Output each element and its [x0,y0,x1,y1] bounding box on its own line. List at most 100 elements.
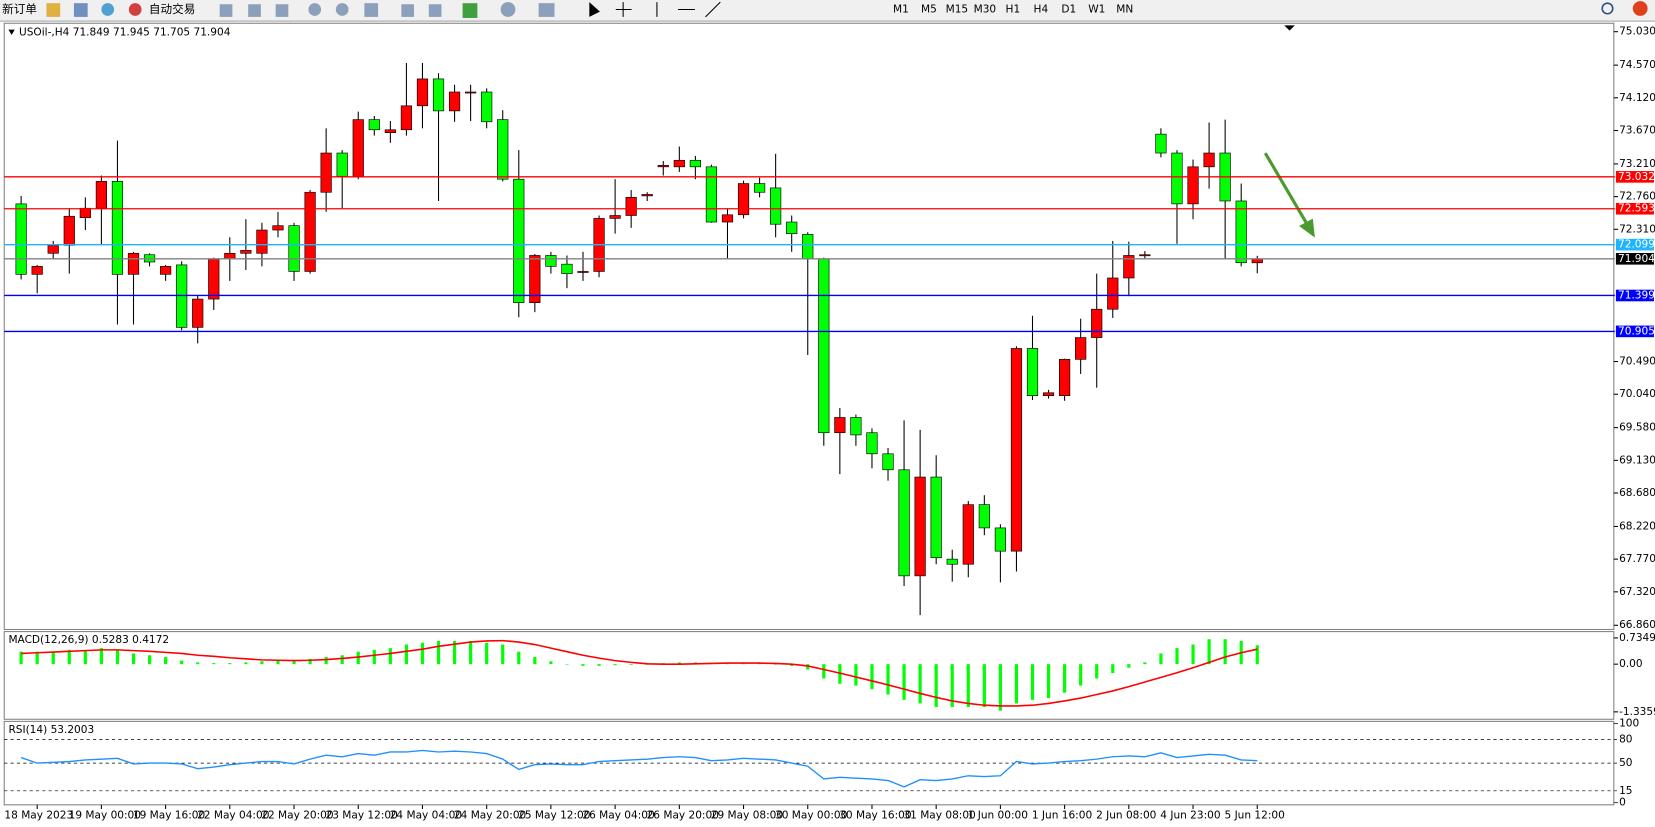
icon[interactable] [538,3,555,17]
zoom-out[interactable] [335,3,349,16]
timeframe-button[interactable]: M15 [946,4,969,16]
timeframe-bar: M1 M5 M15 M30 H1 H4 D1 W1 MN [893,4,1133,16]
candle-body [304,191,316,272]
candle-body [609,215,621,219]
x-tick-label: 25 May 12:00 [518,809,591,821]
auto-trading-button[interactable]: 自动交易 [149,2,195,16]
candle-body [1171,152,1183,205]
macd-bar [1191,644,1195,665]
panel-marker [8,29,15,35]
candle-body [352,119,364,177]
macd-bar [1143,662,1147,665]
y-tick-label: -1.3359 [1619,706,1655,718]
crosshair-tool[interactable] [615,2,632,17]
candle-body [529,255,541,304]
x-tick-label: 29 May 08:00 [711,809,784,821]
icon[interactable] [219,4,233,17]
x-tick-label: 26 May 04:00 [582,809,655,821]
candle-body [641,194,653,197]
level-label: 71.904 [1618,253,1655,265]
icon[interactable] [500,2,516,17]
level-label-box [1615,171,1654,183]
candle-body [705,166,718,223]
macd-bar [501,644,505,665]
timeframe-button[interactable]: M1 [893,4,909,16]
macd-bar [260,661,264,665]
candle-body [497,119,509,180]
candle-body [1042,392,1055,396]
timeframe-button[interactable]: MN [1116,4,1133,16]
candle-body [962,504,974,565]
macd-bar [998,664,1002,711]
candle-body [946,558,958,565]
timeframe-button[interactable]: W1 [1088,4,1105,16]
macd-bar [324,657,328,665]
candle-body [1091,308,1103,338]
icon[interactable] [101,3,115,16]
candle-body [1139,254,1151,257]
icon[interactable] [46,3,61,17]
icon[interactable] [248,4,261,17]
y-tick-label: 74.570 [1619,59,1655,71]
macd-bar [613,664,617,666]
macd-bar [822,664,826,679]
line-tools[interactable] [656,1,721,18]
x-tick-label: 30 May 16:00 [839,809,912,821]
zoom-in[interactable] [308,3,322,16]
macd-bar [1030,664,1035,700]
macd-bar [244,662,248,665]
timeframe-button[interactable]: H4 [1034,4,1049,16]
candle-body [866,432,878,455]
arrow-shaft [1263,152,1309,226]
macd-bar [966,664,970,708]
macd-bar [469,640,473,665]
timeframe-button[interactable]: H1 [1006,4,1021,16]
candle-body [384,129,396,134]
icon[interactable] [73,3,88,17]
candle-body [1075,337,1087,360]
timeframe-button[interactable]: D1 [1061,4,1076,16]
macd-bar [982,664,986,708]
macd-bar [147,655,152,665]
notification-icon[interactable] [1632,1,1648,16]
level-label: 72.593 [1618,203,1655,215]
macd-bar [1127,664,1131,668]
timeframe-button[interactable]: M30 [974,4,997,16]
macd-bar [372,649,376,665]
candle-body [95,181,107,209]
y-tick-label: 70.490 [1619,356,1655,368]
y-tick-label: 75.030 [1619,26,1655,38]
macd-bar [67,649,71,665]
level-label: 70.905 [1618,325,1655,337]
candle-body [786,221,798,234]
search-icon[interactable] [1601,2,1614,15]
new-order-button[interactable]: 新订单 [2,2,37,16]
icon[interactable] [462,3,478,18]
macd-bar [388,648,392,665]
icon[interactable] [364,3,379,17]
cursor-tool[interactable] [589,2,600,17]
arrow-head [1299,218,1315,238]
candle-body [111,181,124,275]
auto-trading-icon[interactable] [128,3,142,16]
macd-bar [196,662,200,665]
icon[interactable] [275,4,289,17]
macd-bar [1063,664,1067,693]
icon[interactable] [428,4,442,17]
candle-body [545,255,557,267]
candle-body [256,229,268,254]
timeframe-button[interactable]: M5 [921,4,937,16]
macd-bar [790,664,794,666]
macd-bar [308,658,312,665]
icon[interactable] [401,4,415,17]
x-tick-label: 31 May 08:00 [903,809,976,821]
x-tick-label: 18 May 2023 [4,809,73,821]
candle-body [882,453,894,471]
x-tick-label: 22 May 04:00 [197,809,270,821]
macd-bar [131,653,136,665]
candle-body [818,258,830,434]
shift-marker [1284,25,1295,31]
macd-bar [404,644,408,665]
x-tick-label: 26 May 20:00 [647,809,720,821]
